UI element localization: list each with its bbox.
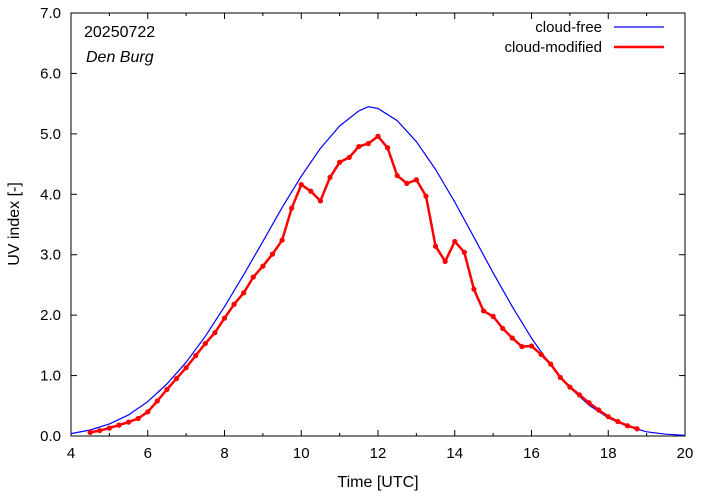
data-point-cloud-modified: [586, 400, 592, 406]
data-point-cloud-modified: [260, 263, 266, 269]
data-point-cloud-modified: [116, 422, 122, 428]
data-point-cloud-modified: [202, 340, 208, 347]
data-point-cloud-modified: [87, 429, 93, 435]
data-point-cloud-modified: [528, 343, 535, 349]
data-point-cloud-modified: [250, 274, 256, 280]
location-annotation: Den Burg: [86, 49, 154, 66]
data-point-cloud-modified: [241, 290, 247, 296]
data-point-cloud-modified: [509, 335, 515, 341]
data-point-cloud-modified: [548, 361, 554, 367]
data-point-cloud-modified: [365, 140, 372, 147]
x-tick-labels: 4 6 8 10 12 14 16 18 20: [67, 445, 694, 462]
data-point-cloud-modified: [624, 423, 631, 429]
data-point-cloud-modified: [173, 375, 180, 382]
x-tick-label: 8: [220, 445, 228, 462]
data-point-cloud-modified: [384, 145, 391, 151]
data-point-cloud-modified: [279, 237, 285, 243]
data-point-cloud-modified: [500, 325, 506, 332]
y-tick-label: 4.0: [40, 186, 61, 203]
data-point-cloud-modified: [183, 365, 189, 371]
data-point-cloud-modified: [164, 386, 170, 393]
data-point-cloud-modified: [442, 258, 448, 264]
x-tick-label: 18: [600, 445, 617, 462]
data-point-cloud-modified: [432, 243, 439, 249]
data-point-cloud-modified: [480, 308, 487, 314]
data-point-cloud-modified: [327, 174, 333, 180]
data-point-cloud-modified: [231, 301, 237, 307]
series-line-cloud-free: [70, 106, 686, 436]
data-point-cloud-modified: [490, 313, 496, 319]
data-point-cloud-modified: [576, 392, 583, 398]
data-point-cloud-modified: [423, 193, 429, 199]
data-point-cloud-modified: [452, 238, 458, 245]
x-tick-label: 16: [523, 445, 540, 462]
y-tick-label: 1.0: [40, 368, 61, 385]
data-point-cloud-modified: [356, 143, 362, 150]
legend: cloud-free cloud-modified: [504, 19, 664, 56]
axis-ticks: [70, 12, 686, 437]
x-tick-label: 4: [67, 445, 75, 462]
data-point-cloud-modified: [394, 172, 400, 179]
data-point-cloud-modified: [346, 154, 352, 161]
series-line-cloud-modified: [89, 135, 638, 434]
data-point-cloud-modified: [193, 353, 199, 359]
data-point-cloud-modified: [269, 251, 276, 257]
x-tick-label: 20: [677, 445, 694, 462]
data-point-cloud-modified: [538, 351, 544, 358]
data-point-cloud-modified: [471, 286, 477, 292]
legend-label-cloud-free: cloud-free: [535, 19, 602, 36]
y-tick-label: 7.0: [40, 5, 61, 22]
data-point-cloud-modified: [298, 182, 304, 188]
data-point-cloud-modified: [154, 398, 160, 404]
legend-label-cloud-modified: cloud-modified: [504, 39, 602, 56]
data-point-cloud-modified: [97, 427, 103, 434]
x-tick-label: 10: [293, 445, 310, 462]
data-point-cloud-modified: [461, 249, 467, 255]
data-point-cloud-modified: [596, 407, 602, 413]
y-tick-label: 2.0: [40, 307, 61, 324]
data-point-cloud-modified: [413, 177, 419, 183]
data-point-cloud-modified: [221, 315, 228, 321]
data-point-cloud-modified: [145, 409, 151, 415]
date-annotation: 20250722: [84, 24, 155, 41]
plot-area: [70, 12, 686, 437]
x-tick-label: 12: [370, 445, 387, 462]
data-point-cloud-modified: [289, 205, 295, 211]
data-point-cloud-modified: [317, 198, 324, 204]
x-tick-label: 14: [446, 445, 463, 462]
data-point-cloud-modified: [106, 425, 112, 431]
data-point-cloud-modified: [615, 418, 621, 425]
data-point-cloud-modified: [557, 374, 563, 380]
y-tick-label: 3.0: [40, 247, 61, 264]
data-point-cloud-modified: [125, 419, 132, 425]
y-tick-label: 5.0: [40, 126, 61, 143]
data-point-cloud-modified: [337, 159, 343, 165]
data-point-cloud-modified: [308, 188, 314, 194]
data-point-cloud-modified: [212, 330, 218, 336]
data-point-cloud-modified: [404, 180, 410, 187]
data-point-cloud-modified: [375, 133, 381, 139]
data-point-cloud-modified: [519, 343, 525, 350]
x-tick-label: 6: [144, 445, 152, 462]
y-tick-labels: 0.0 1.0 2.0 3.0 4.0 5.0 6.0 7.0: [40, 5, 61, 445]
series-layer: [70, 106, 686, 436]
y-tick-label: 0.0: [40, 428, 61, 445]
data-point-cloud-modified: [605, 414, 611, 420]
y-axis-label: UV index [-]: [6, 182, 23, 266]
data-point-cloud-modified: [634, 426, 640, 432]
y-tick-label: 6.0: [40, 65, 61, 82]
data-point-cloud-modified: [135, 415, 141, 422]
data-point-cloud-modified: [567, 384, 573, 390]
x-axis-label: Time [UTC]: [337, 474, 418, 491]
